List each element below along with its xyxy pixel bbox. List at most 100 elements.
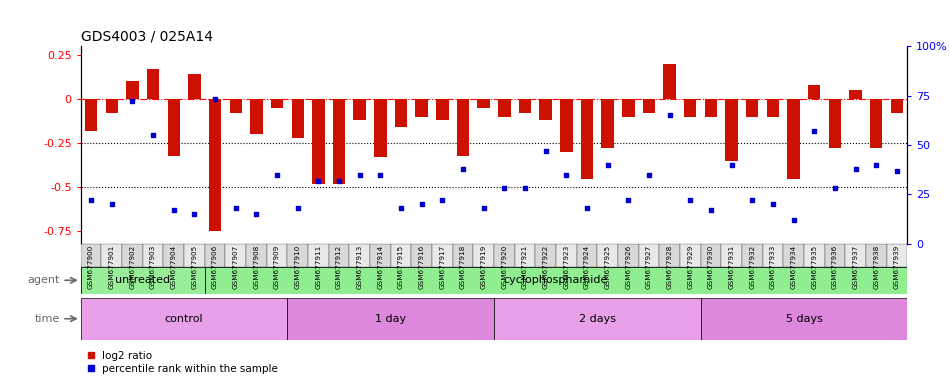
Bar (659, 244, 680, 267)
Bar (643, 99, 656, 113)
Bar (81, 298, 287, 340)
Bar (580, 99, 593, 179)
Bar (825, 244, 846, 267)
Point (703, 207, 718, 213)
Point (662, 112, 677, 118)
Bar (721, 244, 742, 267)
Text: GSM677912: GSM677912 (336, 245, 342, 289)
Bar (601, 99, 614, 149)
Bar (700, 244, 721, 267)
Point (124, 98, 140, 104)
Bar (188, 74, 200, 99)
Bar (560, 99, 573, 152)
Bar (519, 99, 531, 113)
Bar (618, 244, 638, 267)
Text: GSM677916: GSM677916 (419, 245, 425, 289)
Bar (556, 244, 577, 267)
Bar (705, 99, 717, 117)
Point (868, 162, 884, 168)
Text: GSM677930: GSM677930 (708, 245, 714, 289)
Text: GSM677918: GSM677918 (460, 245, 466, 289)
Text: GSM677937: GSM677937 (852, 245, 859, 289)
Bar (287, 298, 494, 340)
Bar (598, 244, 618, 267)
Text: agent: agent (28, 275, 60, 285)
Point (332, 177, 347, 184)
Text: GSM677904: GSM677904 (171, 245, 177, 289)
Text: GSM677914: GSM677914 (377, 245, 384, 289)
Point (166, 207, 181, 213)
Point (745, 197, 760, 204)
Point (372, 172, 388, 178)
Bar (102, 244, 122, 267)
Bar (638, 244, 659, 267)
Point (559, 172, 574, 178)
Bar (230, 99, 242, 113)
Point (786, 217, 801, 223)
Bar (246, 244, 267, 267)
Point (683, 197, 698, 204)
Point (766, 201, 781, 207)
Bar (395, 99, 408, 127)
Bar (767, 99, 779, 117)
Bar (147, 69, 160, 99)
Point (600, 162, 616, 168)
Point (290, 205, 305, 211)
Bar (390, 244, 411, 267)
Text: GSM677924: GSM677924 (584, 245, 590, 289)
Bar (287, 244, 308, 267)
Text: GSM677921: GSM677921 (522, 245, 528, 289)
Bar (452, 244, 473, 267)
Bar (313, 99, 325, 184)
Bar (308, 244, 329, 267)
Bar (891, 99, 903, 113)
Text: GSM677920: GSM677920 (502, 245, 507, 289)
Text: GSM677903: GSM677903 (150, 245, 156, 289)
Bar (742, 244, 763, 267)
Bar (622, 99, 635, 117)
Point (889, 167, 904, 174)
Text: GSM677939: GSM677939 (894, 245, 900, 289)
Bar (370, 244, 390, 267)
Text: GSM677922: GSM677922 (542, 245, 549, 289)
Text: control: control (164, 314, 203, 324)
Bar (415, 99, 428, 117)
Text: GSM677909: GSM677909 (274, 245, 280, 289)
Bar (205, 267, 907, 294)
Point (207, 96, 222, 103)
Text: GSM677933: GSM677933 (770, 245, 776, 289)
Bar (209, 99, 221, 232)
Bar (828, 99, 841, 149)
Point (104, 201, 120, 207)
Bar (267, 244, 288, 267)
Bar (432, 244, 453, 267)
Point (270, 172, 285, 178)
Text: time: time (35, 314, 60, 324)
Text: 1 day: 1 day (375, 314, 407, 324)
Bar (205, 244, 225, 267)
Bar (271, 99, 283, 108)
Bar (494, 298, 700, 340)
Text: GSM677931: GSM677931 (729, 245, 734, 289)
Point (145, 132, 161, 138)
Bar (225, 244, 246, 267)
Bar (81, 267, 205, 294)
Bar (457, 99, 469, 156)
Bar (746, 99, 758, 117)
Bar (700, 298, 907, 340)
Bar (250, 99, 262, 134)
Bar (374, 99, 387, 157)
Bar (329, 244, 350, 267)
Text: 5 days: 5 days (786, 314, 823, 324)
Point (848, 166, 864, 172)
Point (518, 185, 533, 192)
Bar (167, 99, 180, 156)
Bar (478, 99, 490, 108)
Point (435, 197, 450, 204)
Bar (726, 99, 738, 161)
Point (580, 205, 595, 211)
Point (228, 205, 243, 211)
Text: GSM677919: GSM677919 (481, 245, 486, 289)
Bar (866, 244, 886, 267)
Bar (886, 244, 907, 267)
